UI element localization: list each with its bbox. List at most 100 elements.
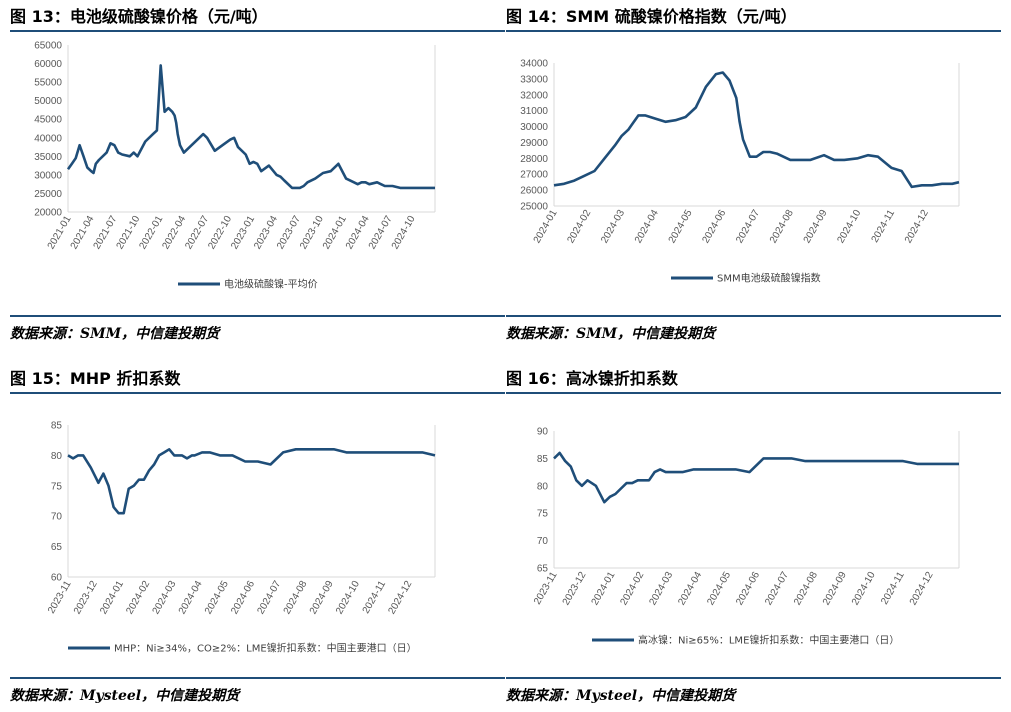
chart-title: 图 14：SMM 硫酸镍价格指数（元/吨） <box>506 7 797 26</box>
x-tick-label: 2024-08 <box>768 208 796 246</box>
y-tick-label: 65 <box>537 564 549 575</box>
title-rule <box>506 392 1001 394</box>
source-note: 数据来源：SMM，中信建投期货 <box>10 326 220 342</box>
y-tick-label: 75 <box>537 509 549 520</box>
x-tick-label: 2024-05 <box>667 208 695 246</box>
y-tick-label: 29000 <box>520 138 548 149</box>
chart-svg: 25000 26000 27000 28000 29000 30000 31000 32000… <box>520 59 960 285</box>
x-tick-label: 2024-02 <box>565 208 593 246</box>
chart-svg: 20000 25000 30000 35000 40000 45000 50000 55000… <box>34 41 436 291</box>
x-tick-label: 2024-06 <box>734 570 762 608</box>
y-tick-label: 90 <box>537 427 549 438</box>
x-tick-label: 2024-06 <box>700 208 728 246</box>
x-tick-label: 2024-04 <box>177 579 205 617</box>
legend-label: MHP：Ni≥34%，CO≥2%：LME镍折扣系数：中国主要港口（日） <box>114 642 417 655</box>
x-tick-label: 2024-11 <box>870 208 898 245</box>
x-tick-label: 2024-01 <box>590 570 618 608</box>
source-note: 数据来源：SMM，中信建投期货 <box>506 326 716 342</box>
y-tick-label: 34000 <box>520 59 548 70</box>
x-tick-label: 2024-07 <box>734 208 762 246</box>
x-tick-label: 2024-12 <box>908 570 936 608</box>
x-tick-label: 2024-03 <box>647 570 675 608</box>
x-tick-label: 2024-11 <box>879 570 907 607</box>
y-tick-label: 32000 <box>520 90 548 101</box>
y-tick-label: 55000 <box>34 78 62 89</box>
source-note: 数据来源：Mysteel，中信建投期货 <box>506 688 736 704</box>
x-tick-label: 2024-07 <box>255 579 283 617</box>
x-tick-label: 2024-01 <box>532 208 560 246</box>
x-tick-label: 2024-05 <box>705 570 733 608</box>
legend-label: 高冰镍：Ni≥65%：LME镍折扣系数：中国主要港口（日） <box>638 634 899 647</box>
y-tick-label: 65000 <box>34 41 62 52</box>
y-tick-label: 27000 <box>520 170 548 181</box>
y-tick-label: 85 <box>51 421 63 432</box>
chart-title: 图 16：高冰镍折扣系数 <box>506 369 678 388</box>
y-tick-label: 26000 <box>520 186 548 197</box>
y-tick-label: 33000 <box>520 74 548 85</box>
x-tick-label: 2023-11 <box>46 579 74 616</box>
x-tick-label: 2024-09 <box>802 208 830 246</box>
y-tick-label: 35000 <box>34 152 62 163</box>
y-tick-label: 70 <box>51 512 63 523</box>
y-tick-label: 50000 <box>34 96 62 107</box>
x-tick-label: 2024-11 <box>361 579 389 616</box>
series-line <box>66 64 435 190</box>
y-tick-label: 30000 <box>34 170 62 181</box>
x-tick-label: 2024-07 <box>763 570 791 608</box>
series-line <box>67 447 436 515</box>
x-tick-label: 2024-05 <box>203 579 231 617</box>
x-tick-label: 2024-08 <box>792 570 820 608</box>
x-tick-label: 2024-03 <box>599 208 627 246</box>
chart-svg: 60 65 70 75 80 85 2023-112023-122024-012024-02… <box>46 421 436 655</box>
y-tick-label: 60000 <box>34 59 62 70</box>
source-note: 数据来源：Mysteel，中信建投期货 <box>10 688 240 704</box>
chart-title: 图 15：MHP 折扣系数 <box>10 369 181 388</box>
legend-label: 电池级硫酸镍-平均价 <box>224 278 318 291</box>
x-tick-label: 2023-11 <box>532 570 560 607</box>
x-tick-label: 2024-09 <box>308 579 336 617</box>
y-tick-label: 75 <box>51 481 63 492</box>
y-tick-label: 80 <box>537 481 549 492</box>
y-tick-label: 31000 <box>520 106 548 117</box>
y-tick-label: 45000 <box>34 115 62 126</box>
series-line <box>553 451 959 504</box>
source-rule <box>506 315 1001 317</box>
source-rule <box>10 677 505 679</box>
x-tick-label: 2024-01 <box>98 579 126 617</box>
y-tick-label: 65 <box>51 542 63 553</box>
source-rule <box>506 677 1001 679</box>
y-tick-label: 30000 <box>520 122 548 133</box>
x-tick-label: 2024-10 <box>850 570 878 608</box>
y-tick-label: 60 <box>51 573 63 584</box>
x-tick-label: 2024-02 <box>124 579 152 617</box>
source-rule <box>10 315 505 317</box>
title-rule <box>10 30 505 32</box>
x-tick-label: 2024-04 <box>633 208 661 246</box>
x-tick-label: 2024-12 <box>903 208 931 246</box>
x-tick-label: 2024-08 <box>282 579 310 617</box>
legend-label: SMM电池级硫酸镍指数 <box>717 272 821 285</box>
chart-svg: 65 70 75 80 85 90 2023-11 2023-12 2024-01 2024-02… <box>532 427 960 647</box>
y-tick-label: 25000 <box>34 189 62 200</box>
y-tick-label: 70 <box>537 536 549 547</box>
x-tick-label: 2024-06 <box>229 579 257 617</box>
x-tick-label: 2024-10 <box>334 579 362 617</box>
y-tick-label: 25000 <box>520 202 548 213</box>
y-tick-label: 85 <box>537 454 549 465</box>
y-tick-label: 80 <box>51 451 63 462</box>
chart-title: 图 13：电池级硫酸镍价格（元/吨） <box>10 7 268 26</box>
x-tick-label: 2024-09 <box>821 570 849 608</box>
x-tick-label: 2024-04 <box>676 570 704 608</box>
y-tick-label: 20000 <box>34 208 62 219</box>
x-tick-label: 2023-12 <box>561 570 589 608</box>
title-rule <box>10 392 505 394</box>
title-rule <box>506 30 1001 32</box>
x-tick-label: 2024-12 <box>387 579 415 617</box>
x-tick-label: 2024-02 <box>619 570 647 608</box>
x-tick-label: 2024-10 <box>835 208 863 246</box>
x-tick-label: 2023-12 <box>72 579 100 617</box>
x-tick-label: 2024-03 <box>151 579 179 617</box>
y-tick-label: 28000 <box>520 154 548 165</box>
series-line <box>553 71 960 189</box>
y-tick-label: 40000 <box>34 133 62 144</box>
